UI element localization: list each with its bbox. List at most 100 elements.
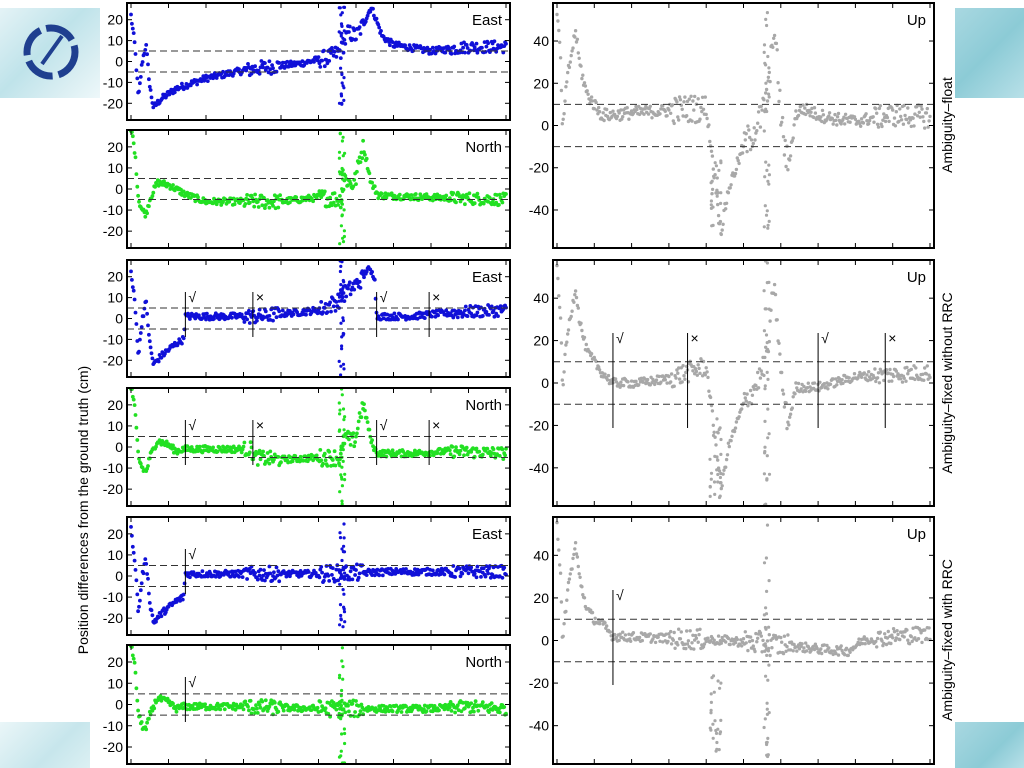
data-point [864,112,868,116]
data-point [763,419,767,423]
data-point [718,732,722,736]
data-point [693,94,697,99]
data-point [688,629,692,633]
data-point [475,310,480,315]
data-point [295,310,299,315]
fix-fail-mark: × [256,289,264,305]
data-point [763,175,767,179]
data-point [874,107,878,111]
data-point [676,643,680,647]
data-point [130,26,135,31]
data-point [318,65,323,69]
data-point [334,55,339,59]
data-point [240,575,245,579]
data-point [487,710,491,714]
data-point [466,571,471,576]
data-point [566,588,570,592]
y-tick-label: 10 [107,547,123,563]
data-point [270,63,274,67]
data-point [358,160,363,165]
data-point [380,573,385,578]
data-point [578,575,582,579]
data-point [494,49,499,54]
data-point [780,370,784,375]
data-point [758,376,763,380]
data-point [566,70,570,75]
data-point [799,387,803,391]
data-point [766,347,770,352]
data-point [337,429,341,433]
data-point [413,192,418,196]
data-point [504,192,508,196]
data-point [348,569,353,574]
data-point [613,377,618,381]
component-label-up: Up [907,12,926,29]
data-point [923,628,927,632]
data-point [601,375,605,379]
data-point [339,706,343,710]
panel-up-3: √ -40 -20 0 20 40 Up [529,516,935,765]
data-point [249,711,254,716]
data-point [787,423,791,427]
data-point [159,614,164,619]
data-point [138,81,142,86]
data-point [140,60,145,64]
data-point [221,69,225,74]
data-point [883,632,887,636]
y-tick-label: -20 [103,610,123,626]
data-point [474,41,479,46]
data-point [770,646,774,650]
data-point [344,294,349,299]
data-point [826,387,830,391]
data-point [285,59,290,64]
data-point [348,714,353,718]
data-point [149,95,154,100]
data-point [131,656,136,661]
data-point [230,315,234,320]
fix-ok-mark: √ [380,417,388,433]
data-point [671,638,675,642]
data-point [352,444,357,449]
data-point [796,381,801,386]
data-point [355,277,359,282]
data-point [907,121,911,125]
data-point [605,107,609,112]
data-point [804,641,808,645]
data-point [698,371,702,375]
data-point [249,71,254,76]
data-point [888,367,892,372]
data-point [867,370,871,374]
data-point [875,122,880,127]
data-point [580,585,584,589]
data-point [657,374,661,379]
data-point [340,558,344,563]
y-tick-label: 20 [107,654,123,670]
data-point [718,475,723,480]
data-point [218,707,223,712]
data-point [561,634,565,638]
data-point [257,71,262,76]
data-point [145,720,150,725]
data-point [497,454,502,458]
data-point [172,90,177,95]
y-tick-label: -10 [103,74,123,90]
data-point [134,425,139,430]
data-point [764,556,769,560]
data-point [339,321,343,325]
data-point [242,440,247,445]
data-point [185,444,190,448]
data-point [732,429,737,434]
y-tick-label: -20 [103,739,123,755]
data-point [627,117,631,121]
data-point [766,377,770,381]
data-point [766,407,770,411]
data-point [321,310,325,314]
data-point [261,65,265,70]
data-point [480,314,485,318]
data-point [684,646,688,651]
data-point [463,50,467,55]
data-point [341,319,345,323]
data-point [248,698,253,703]
y-tick-label: 0 [541,633,549,649]
data-point [712,480,717,484]
